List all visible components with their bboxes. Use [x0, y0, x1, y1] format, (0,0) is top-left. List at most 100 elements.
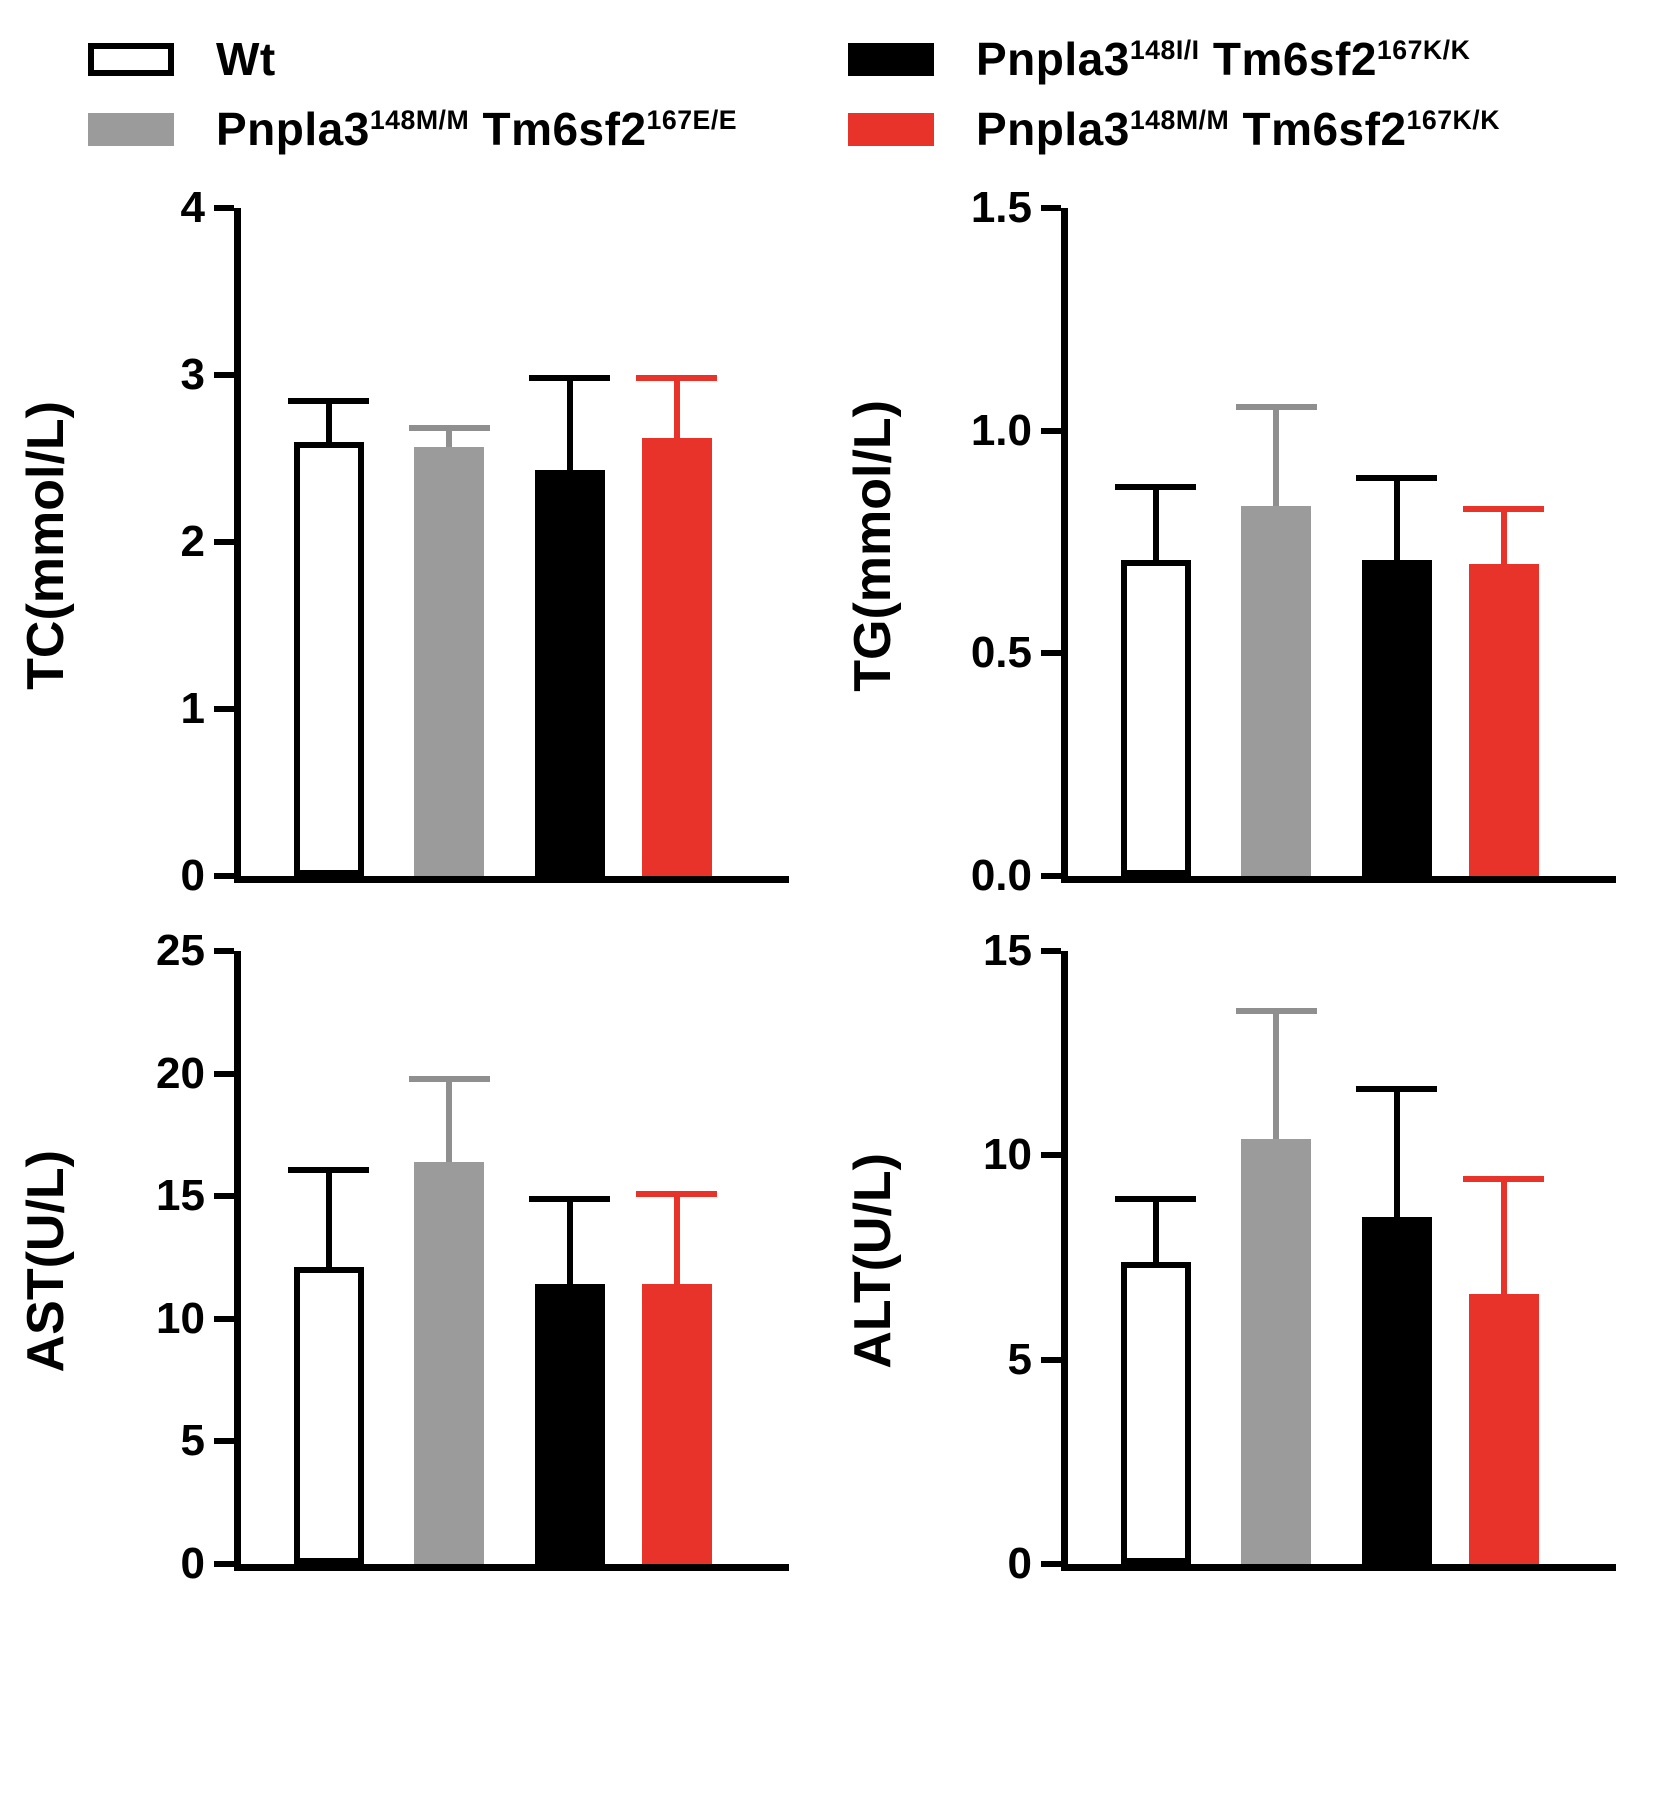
y-tick-alt-0 — [1041, 1561, 1061, 1567]
legend-item-pnpla3-148mm-tm6sf2-167ee: Pnpla3148M/M Tm6sf2167E/E — [88, 102, 778, 156]
y-axis-label-alt: ALT(U/L) — [844, 1153, 902, 1369]
y-tick-tg-0 — [1041, 873, 1061, 879]
error-bar-cap-tg-group1 — [1235, 403, 1317, 410]
y-tick-ast-4 — [214, 1070, 234, 1077]
y-tick-alt-3 — [1041, 948, 1061, 954]
error-bar-cap-tc-group2 — [529, 375, 611, 381]
y-tick-label-ast-4: 20 — [156, 1048, 205, 1098]
y-axis-label-tc: TC(mmol/L) — [17, 401, 75, 690]
error-bar-cap-tg-group0 — [1115, 484, 1197, 491]
legend-label-pnpla3-148mm-tm6sf2-167ee: Pnpla3148M/M Tm6sf2167E/E — [216, 103, 738, 155]
chart-tg: TG(mmol/L) 0.0 0.5 1.0 1.5 — [827, 170, 1654, 900]
error-bar-cap-alt-group3 — [1463, 1175, 1545, 1182]
chart-ast: AST(U/L) 0 5 10 15 20 25 — [0, 883, 827, 1588]
plot-area-alt: 0 5 10 15 — [983, 926, 1616, 1588]
error-bar-cap-tg-group3 — [1463, 506, 1545, 513]
y-tick-label-tg-1: 0.5 — [970, 628, 1032, 678]
error-bar-cap-ast-group1 — [408, 1076, 490, 1083]
bar-ast-group0 — [293, 1267, 364, 1564]
error-bar-stem-tc-group2 — [566, 375, 573, 471]
legend-label-pnpla3-148ii-tm6sf2-167kk: Pnpla3148I/I Tm6sf2167K/K — [976, 33, 1471, 85]
y-axis-label-tg: TG(mmol/L) — [844, 399, 902, 692]
error-bar-stem-ast-group2 — [566, 1196, 573, 1285]
legend-swatch-black — [848, 42, 934, 76]
error-bar-stem-tg-group1 — [1273, 403, 1280, 507]
y-tick-tc-3 — [214, 372, 234, 378]
y-axis-label-wrap: TC(mmol/L) — [0, 208, 92, 883]
error-bar-stem-tg-group0 — [1152, 484, 1159, 560]
bar-alt-group1 — [1241, 1139, 1312, 1564]
y-tick-alt-1 — [1041, 1356, 1061, 1363]
bar-tg-group3 — [1468, 564, 1539, 876]
error-bar-cap-ast-group0 — [288, 1166, 370, 1173]
bar-tc-group0 — [293, 441, 364, 876]
y-tick-label-tc-0: 0 — [180, 851, 205, 900]
y-tick-label-ast-3: 15 — [156, 1171, 205, 1221]
bar-tc-group2 — [534, 470, 605, 876]
error-bar-cap-tc-group0 — [288, 398, 370, 405]
y-tick-ast-3 — [214, 1193, 234, 1200]
plot-area-tc: 0 1 2 3 4 — [181, 183, 789, 900]
y-tick-ast-1 — [214, 1438, 234, 1445]
error-bar-cap-tc-group3 — [636, 375, 718, 381]
error-bar-stem-ast-group3 — [673, 1191, 680, 1285]
charts-grid: TC(mmol/L) 0 1 2 3 4 TG(mmol/L) 0.0 0.5 1.0 1.5… — [0, 170, 1654, 1588]
error-bar-stem-alt-group3 — [1500, 1175, 1507, 1295]
y-tick-label-ast-2: 10 — [156, 1293, 205, 1343]
legend-label-pnpla3-148mm-tm6sf2-167kk: Pnpla3148M/M Tm6sf2167K/K — [976, 103, 1500, 155]
error-bar-stem-tc-group1 — [446, 425, 453, 447]
error-bar-stem-tc-group3 — [673, 375, 680, 439]
y-tick-tc-4 — [214, 205, 234, 211]
legend-swatch-red — [848, 112, 934, 146]
error-bar-stem-ast-group0 — [325, 1166, 332, 1268]
legend-item-pnpla3-148ii-tm6sf2-167kk: Pnpla3148I/I Tm6sf2167K/K — [848, 32, 1634, 86]
y-axis-label-wrap: AST(U/L) — [0, 951, 92, 1571]
error-bar-cap-ast-group2 — [529, 1196, 611, 1203]
y-tick-tc-2 — [214, 539, 234, 545]
y-tick-tg-1 — [1041, 650, 1061, 657]
error-bar-cap-alt-group2 — [1356, 1085, 1438, 1092]
bar-tc-group1 — [414, 446, 485, 876]
chart-tc: TC(mmol/L) 0 1 2 3 4 — [0, 170, 827, 900]
y-tick-label-tg-0: 0.0 — [970, 851, 1032, 900]
bar-tg-group1 — [1241, 506, 1312, 876]
y-tick-label-tc-2: 2 — [180, 517, 205, 566]
y-tick-alt-2 — [1041, 1152, 1061, 1159]
y-tick-label-alt-0: 0 — [1007, 1539, 1032, 1588]
y-tick-tg-2 — [1041, 427, 1061, 434]
error-bar-stem-tg-group3 — [1500, 506, 1507, 565]
error-bar-stem-tc-group0 — [325, 398, 332, 442]
y-tick-label-ast-0: 0 — [180, 1539, 205, 1588]
error-bar-stem-alt-group1 — [1273, 1008, 1280, 1139]
error-bar-cap-alt-group1 — [1235, 1008, 1317, 1015]
bar-ast-group3 — [641, 1284, 712, 1564]
y-tick-label-tg-3: 1.5 — [970, 183, 1032, 232]
bar-alt-group3 — [1468, 1294, 1539, 1564]
error-bar-stem-ast-group1 — [446, 1076, 453, 1162]
y-tick-label-tc-3: 3 — [180, 350, 205, 399]
legend-label-wt: Wt — [216, 33, 276, 85]
error-bar-cap-tg-group2 — [1356, 475, 1438, 482]
bar-tc-group3 — [641, 438, 712, 876]
y-tick-ast-5 — [214, 948, 234, 954]
y-axis-label-ast: AST(U/L) — [17, 1149, 75, 1373]
plot-area-ast: 0 5 10 15 20 25 — [156, 926, 789, 1588]
y-tick-label-tc-1: 1 — [180, 684, 205, 733]
y-axis-label-wrap: ALT(U/L) — [827, 951, 919, 1571]
y-tick-label-alt-1: 5 — [1007, 1334, 1032, 1384]
bar-alt-group2 — [1361, 1216, 1432, 1564]
bar-tg-group2 — [1361, 559, 1432, 876]
error-bar-stem-alt-group2 — [1393, 1085, 1400, 1217]
legend-item-wt: Wt — [88, 32, 778, 86]
legend-swatch-gray — [88, 112, 174, 146]
y-tick-label-alt-3: 15 — [983, 926, 1032, 975]
y-tick-tg-3 — [1041, 205, 1061, 211]
y-tick-tc-0 — [214, 873, 234, 879]
error-bar-cap-tc-group1 — [408, 425, 490, 432]
legend-swatch-wt — [88, 42, 174, 76]
error-bar-cap-alt-group0 — [1115, 1196, 1197, 1203]
y-tick-label-ast-1: 5 — [180, 1416, 205, 1466]
error-bar-stem-alt-group0 — [1152, 1196, 1159, 1262]
y-tick-ast-0 — [214, 1561, 234, 1567]
bar-alt-group0 — [1120, 1261, 1191, 1564]
